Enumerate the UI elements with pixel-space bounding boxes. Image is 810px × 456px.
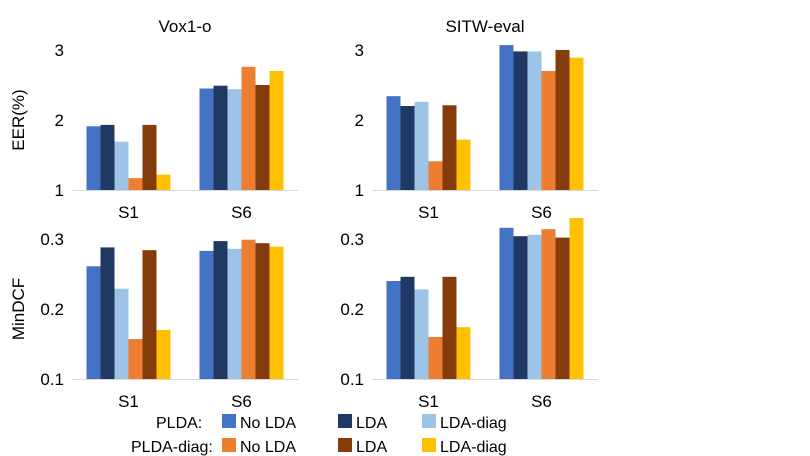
bar bbox=[128, 339, 143, 379]
y-tick-label: 0.3 bbox=[40, 230, 64, 249]
bar bbox=[442, 105, 457, 190]
chart-panel-1: Vox1-o EER(%) 1 2 3 S1 S6 bbox=[9, 17, 298, 222]
y-axis-label: MinDCF bbox=[9, 278, 28, 340]
legend-label-plda-lda: LDA bbox=[356, 415, 387, 432]
bar bbox=[499, 45, 514, 190]
bar bbox=[114, 288, 129, 379]
legend-label-plda-no-lda: No LDA bbox=[240, 415, 296, 432]
chart-panel-3: MinDCF 0.1 0.2 0.3 S1 S6 bbox=[9, 230, 298, 411]
legend-swatch-plda-lda-diag bbox=[422, 414, 436, 428]
bar bbox=[541, 229, 556, 379]
bar bbox=[386, 96, 401, 190]
legend-swatch-plda-lda bbox=[338, 414, 352, 428]
bar bbox=[199, 88, 214, 190]
y-tick-label: 1 bbox=[355, 181, 364, 200]
x-tick-label: S1 bbox=[418, 203, 439, 222]
y-tick-label: 2 bbox=[355, 111, 364, 130]
bar bbox=[156, 330, 171, 379]
chart-panel-2: SITW-eval 1 2 3 S1 S6 bbox=[355, 17, 598, 222]
legend-swatch-plda-no-lda bbox=[222, 414, 236, 428]
bar bbox=[428, 161, 443, 190]
chart-title: SITW-eval bbox=[445, 17, 524, 36]
bar bbox=[114, 141, 129, 190]
chart-panel-4: 0.1 0.2 0.3 S1 S6 bbox=[340, 218, 598, 411]
bar bbox=[142, 250, 157, 379]
legend-label-plda-lda-diag: LDA-diag bbox=[440, 415, 507, 432]
y-tick-label: 0.1 bbox=[40, 370, 64, 389]
bar bbox=[400, 106, 415, 190]
bar bbox=[527, 234, 542, 379]
bar bbox=[213, 85, 228, 190]
legend-label-plda-diag-lda: LDA bbox=[356, 439, 387, 456]
legend-swatch-plda-diag-lda bbox=[338, 438, 352, 452]
x-tick-label: S1 bbox=[118, 203, 139, 222]
bar bbox=[86, 266, 101, 379]
legend-label-plda-diag-no-lda: No LDA bbox=[240, 439, 296, 456]
bar bbox=[227, 89, 242, 190]
y-tick-label: 2 bbox=[55, 111, 64, 130]
bar bbox=[442, 276, 457, 379]
bar bbox=[456, 139, 471, 190]
bar bbox=[513, 51, 528, 191]
legend-swatch-plda-diag-lda-diag bbox=[422, 438, 436, 452]
bar bbox=[569, 218, 584, 379]
bar bbox=[241, 66, 256, 190]
bar bbox=[142, 124, 157, 190]
bar bbox=[555, 237, 570, 379]
legend: PLDA: PLDA-diag: No LDA LDA LDA-diag No … bbox=[131, 414, 507, 456]
bar bbox=[156, 174, 171, 190]
bar bbox=[456, 327, 471, 379]
bar bbox=[414, 289, 429, 379]
bar bbox=[386, 281, 401, 379]
bar bbox=[269, 246, 284, 379]
bar bbox=[227, 248, 242, 379]
y-tick-label: 0.1 bbox=[340, 370, 364, 389]
x-tick-label: S1 bbox=[418, 392, 439, 411]
bar bbox=[128, 178, 143, 190]
x-tick-label: S6 bbox=[231, 392, 252, 411]
bar bbox=[199, 250, 214, 379]
bar bbox=[213, 241, 228, 379]
y-axis-label: EER(%) bbox=[9, 89, 28, 150]
x-tick-label: S6 bbox=[531, 392, 552, 411]
bar bbox=[499, 227, 514, 379]
bar bbox=[100, 247, 115, 379]
bar bbox=[86, 126, 101, 190]
x-tick-label: S6 bbox=[531, 203, 552, 222]
chart-title: Vox1-o bbox=[159, 17, 212, 36]
bar bbox=[541, 71, 556, 190]
bar bbox=[255, 85, 270, 190]
bar bbox=[527, 51, 542, 191]
legend-group-plda: PLDA: bbox=[156, 415, 202, 432]
bar bbox=[513, 236, 528, 379]
y-tick-label: 0.2 bbox=[340, 300, 364, 319]
legend-group-plda-diag: PLDA-diag: bbox=[131, 439, 213, 456]
bar bbox=[428, 337, 443, 379]
bar bbox=[400, 276, 415, 379]
x-tick-label: S6 bbox=[231, 203, 252, 222]
bar bbox=[569, 57, 584, 191]
y-tick-label: 3 bbox=[355, 41, 364, 60]
x-tick-label: S1 bbox=[118, 392, 139, 411]
bar bbox=[100, 124, 115, 190]
bar bbox=[269, 71, 284, 190]
y-tick-label: 1 bbox=[55, 181, 64, 200]
bar bbox=[255, 243, 270, 379]
bar bbox=[414, 101, 429, 190]
y-tick-label: 0.3 bbox=[340, 230, 364, 249]
y-tick-label: 3 bbox=[55, 41, 64, 60]
legend-label-plda-diag-lda-diag: LDA-diag bbox=[440, 439, 507, 456]
bar bbox=[241, 239, 256, 379]
bar bbox=[555, 50, 570, 190]
y-tick-label: 0.2 bbox=[40, 300, 64, 319]
legend-swatch-plda-diag-no-lda bbox=[222, 438, 236, 452]
